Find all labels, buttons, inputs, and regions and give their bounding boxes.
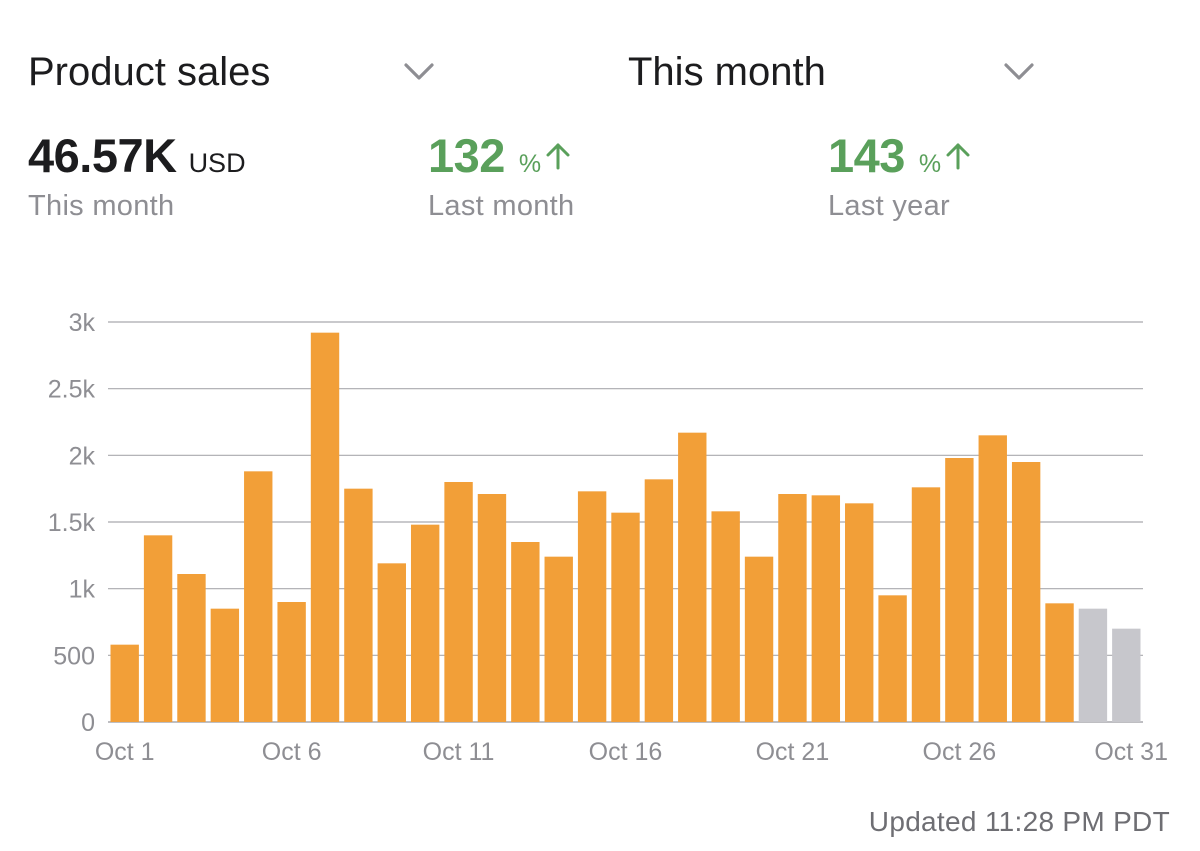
vs-last-year-caption: Last year [828,190,950,222]
bar-oct-21[interactable] [778,494,807,722]
bar-oct-2[interactable] [143,535,173,722]
total-sales-caption: This month [28,190,175,222]
bar-oct-6[interactable] [277,602,306,722]
bar-oct-15[interactable] [577,491,607,722]
bar-oct-22[interactable] [811,495,841,722]
bar-oct-14[interactable] [544,556,573,722]
bar-oct-19[interactable] [711,511,740,722]
arrow-up-icon [546,143,570,170]
y-tick-label: 500 [53,642,95,670]
bar-oct-23[interactable] [845,503,874,722]
bar-oct-5[interactable] [244,471,273,722]
y-tick-label: 3k [69,309,96,337]
bar-oct-30[interactable] [1078,608,1108,722]
period-dropdown-label: This month [628,49,826,94]
bar-oct-1[interactable] [110,644,139,722]
arrow-up-icon [946,143,970,170]
vs-last-year-value: 143 [828,129,905,182]
bar-oct-25[interactable] [911,487,941,722]
bar-oct-18[interactable] [678,432,707,722]
bar-oct-24[interactable] [878,595,907,722]
metric-dropdown[interactable]: Product sales [28,44,448,100]
bar-oct-4[interactable] [210,608,240,722]
bar-oct-20[interactable] [744,556,774,722]
bar-oct-13[interactable] [511,542,540,722]
chevron-down-icon [404,63,434,80]
y-tick-label: 1k [69,576,96,604]
x-tick-label: Oct 16 [589,738,663,766]
bar-oct-8[interactable] [344,488,373,722]
bar-oct-17[interactable] [644,479,674,722]
x-tick-label: Oct 26 [923,738,997,766]
bar-oct-28[interactable] [1011,462,1041,722]
bar-oct-12[interactable] [477,494,507,722]
bar-oct-29[interactable] [1045,603,1074,722]
bar-oct-11[interactable] [444,482,473,722]
updated-timestamp: Updated 11:28 PM PDT [868,806,1170,837]
vs-last-month-unit: % [518,150,542,178]
y-tick-label: 2.5k [48,376,96,404]
stat-total-sales: 46.57K USD This month [28,128,246,223]
x-tick-label: Oct 1 [95,738,155,766]
chevron-down-icon [1004,63,1034,80]
stat-vs-last-month: 132 % Last month [428,128,574,223]
metric-dropdown-label: Product sales [28,49,271,94]
vs-last-year-unit: % [918,150,942,178]
bar-oct-10[interactable] [410,524,440,722]
bar-oct-16[interactable] [611,512,640,722]
total-sales-value: 46.57K [28,129,177,182]
bar-oct-7[interactable] [310,332,340,722]
y-tick-label: 2k [69,442,96,470]
x-tick-label: Oct 11 [423,738,495,766]
y-tick-label: 1.5k [48,509,96,537]
x-tick-label: Oct 6 [262,738,322,766]
sales-bar-chart: 0 500 1k 1.5k 2k 2.5k 3k Oct 1 Oct 6 Oct 11 Oct 16… [48,309,1168,766]
bar-oct-9[interactable] [377,563,406,722]
bar-oct-31[interactable] [1112,628,1141,722]
bar-oct-3[interactable] [177,574,206,722]
total-sales-unit: USD [188,148,246,178]
vs-last-month-caption: Last month [428,190,575,222]
vs-last-month-value: 132 [428,129,505,182]
stat-vs-last-year: 143 % Last year [828,128,971,223]
x-tick-label: Oct 31 [1094,738,1168,766]
bar-oct-27[interactable] [978,435,1007,722]
bar-oct-26[interactable] [945,458,974,722]
period-dropdown[interactable]: This month [628,44,1048,100]
y-tick-label: 0 [81,709,95,737]
x-tick-label: Oct 21 [756,738,830,766]
